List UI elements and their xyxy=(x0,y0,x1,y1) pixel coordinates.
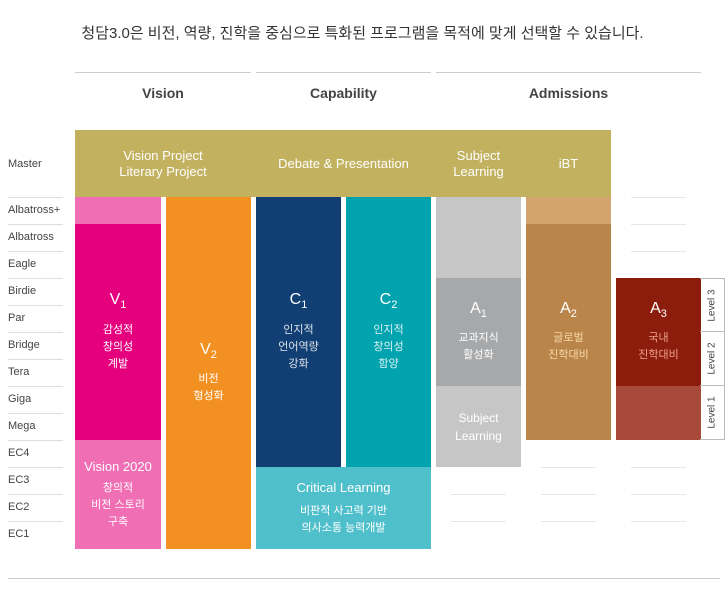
c2-code: C2 xyxy=(379,291,398,312)
c1-code: C1 xyxy=(289,291,308,312)
level-tera: Tera xyxy=(8,366,30,378)
grid-dash xyxy=(631,467,686,468)
page-title: 청담3.0은 비전, 역량, 진학을 중심으로 특화된 프로그램을 목적에 맞게… xyxy=(81,25,644,42)
level-mega: Mega xyxy=(8,420,36,432)
critical-learning-label: Critical Learning xyxy=(296,479,391,495)
bottom-divider xyxy=(8,578,720,579)
v2-desc: 비전 형성화 xyxy=(193,373,224,403)
column-vision: Vision xyxy=(75,72,251,112)
grid-dash xyxy=(631,521,686,522)
block-a3: A3 국내 진학대비 xyxy=(616,278,701,386)
level-divider xyxy=(8,467,63,468)
level-divider xyxy=(8,251,63,252)
level-par: Par xyxy=(8,312,26,324)
header-ibt: iBT xyxy=(558,155,579,171)
level-ec2: EC2 xyxy=(8,501,30,513)
level-master: Master xyxy=(8,158,42,170)
header-vision-project: Vision Project Literary Project xyxy=(119,147,207,179)
column-admissions: Admissions xyxy=(436,72,701,112)
block-a2: A2 글로벌 진학대비 xyxy=(526,224,611,440)
v1-code: V1 xyxy=(109,291,127,312)
block-a1: A1 교과지식 활성화 xyxy=(436,278,521,386)
vision-2020-label: Vision 2020 xyxy=(84,458,152,474)
v1-top-band xyxy=(75,197,161,224)
level-divider xyxy=(8,440,63,441)
grid-dash xyxy=(541,467,596,468)
level-albatross: Albatross xyxy=(8,231,54,243)
level-divider xyxy=(8,386,63,387)
a3-code: A3 xyxy=(650,299,667,321)
block-c2: C2 인지적 창의성 함양 xyxy=(346,197,431,467)
block-critical-learning: Critical Learning 비판적 사고력 기반 의사소통 능력개발 xyxy=(256,467,431,549)
level-bridge: Bridge xyxy=(8,339,40,351)
a2-top-band xyxy=(526,197,611,224)
block-v1: V1 감성적 창의성 계발 xyxy=(75,224,161,440)
level-birdie: Birdie xyxy=(8,285,37,297)
subject-learning-lower-label: Subject Learning xyxy=(455,410,502,443)
level-divider xyxy=(8,305,63,306)
grid-dash xyxy=(541,521,596,522)
critical-learning-desc: 비판적 사고력 기반 의사소통 능력개발 xyxy=(299,504,388,534)
master-header-band xyxy=(75,130,611,197)
c2-desc: 인지적 창의성 함양 xyxy=(373,323,404,370)
header-debate-presentation: Debate & Presentation xyxy=(278,155,409,171)
level-ec4: EC4 xyxy=(8,447,30,459)
a3-lower-band xyxy=(616,386,701,440)
a3-desc: 국내 진학대비 xyxy=(638,332,679,362)
level-divider xyxy=(8,413,63,414)
vision-2020-desc: 창의적 비전 스토리 구축 xyxy=(91,481,145,528)
side-level-1: Level 1 xyxy=(700,386,725,440)
level-eagle: Eagle xyxy=(8,258,37,270)
level-divider xyxy=(8,332,63,333)
grid-dash xyxy=(631,251,686,252)
block-v2: V2 비전 형성화 xyxy=(166,197,251,549)
block-subject-learning-lower: Subject Learning xyxy=(436,386,521,467)
grid-dash xyxy=(541,494,596,495)
level-divider xyxy=(8,278,63,279)
block-vision-2020: Vision 2020 창의적 비전 스토리 구축 xyxy=(75,440,161,549)
a1-code: A1 xyxy=(470,299,487,321)
grid-dash xyxy=(451,521,506,522)
grid-dash xyxy=(631,197,686,198)
a2-code: A2 xyxy=(560,299,577,321)
level-giga: Giga xyxy=(8,393,32,405)
level-divider xyxy=(8,224,63,225)
grid-dash xyxy=(631,494,686,495)
level-divider xyxy=(8,494,63,495)
c1-desc: 인지적 언어역량 강화 xyxy=(278,323,319,370)
grid-dash xyxy=(631,224,686,225)
v1-desc: 감성적 창의성 계발 xyxy=(102,323,134,370)
header-subject-learning: Subject Learning xyxy=(453,147,504,179)
side-level-3: Level 3 xyxy=(700,278,725,332)
a1-top-band xyxy=(436,197,521,278)
level-divider xyxy=(8,197,63,198)
side-level-2: Level 2 xyxy=(700,332,725,386)
level-ec3: EC3 xyxy=(8,474,30,486)
column-capability: Capability xyxy=(256,72,431,112)
level-divider xyxy=(8,521,63,522)
level-divider xyxy=(8,359,63,360)
level-albatross-plus: Albatross+ xyxy=(8,204,61,216)
a1-desc: 교과지식 활성화 xyxy=(458,332,499,362)
v2-code: V2 xyxy=(200,340,217,362)
block-c1: C1 인지적 언어역량 강화 xyxy=(256,197,341,467)
level-ec1: EC1 xyxy=(8,528,30,540)
grid-dash xyxy=(451,494,506,495)
a2-desc: 글로벌 진학대비 xyxy=(548,332,589,362)
